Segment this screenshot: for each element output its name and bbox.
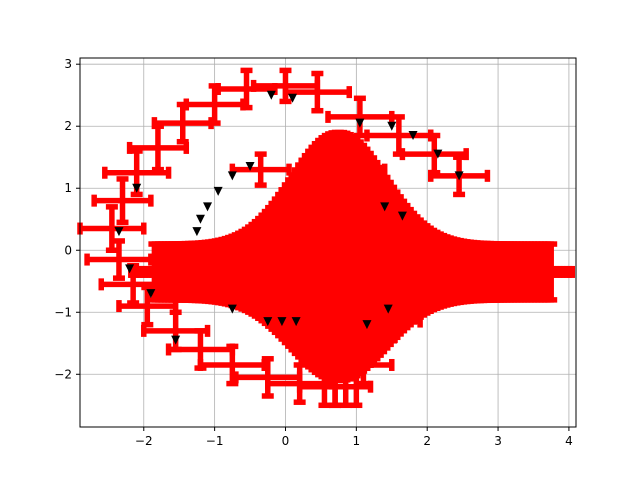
ring-errorbar: [126, 123, 190, 173]
y-tick-label: −1: [54, 305, 72, 319]
ring-errorbar: [91, 176, 154, 226]
x-tick-label: −2: [135, 434, 153, 448]
triangle-marker: [362, 320, 372, 330]
y-tick-label: −2: [54, 367, 72, 381]
triangle-marker: [288, 93, 298, 103]
x-tick-label: −1: [206, 434, 224, 448]
triangle-marker: [387, 121, 397, 131]
peak-errorbar: [328, 148, 384, 409]
triangle-marker: [171, 335, 181, 345]
x-tick-label: 4: [565, 434, 573, 448]
x-tick-label: 2: [423, 434, 431, 448]
triangle-marker: [245, 162, 255, 172]
ring-errorbar: [282, 70, 353, 114]
error-bars: [77, 67, 576, 409]
triangle-marker: [125, 264, 135, 274]
triangle-marker: [433, 149, 443, 159]
triangle-marker: [355, 118, 365, 128]
x-tick-label: 0: [282, 434, 290, 448]
plot-frame: [79, 57, 577, 428]
triangle-marker: [408, 131, 418, 141]
x-tick-label: 1: [353, 434, 361, 448]
ring-errorbar: [116, 284, 179, 328]
x-tick-label: 3: [494, 434, 502, 448]
triangle-marker: [213, 186, 223, 196]
triangle-marker: [132, 183, 142, 193]
y-axis-ticks: −2 −1 0 1 2 3: [54, 57, 80, 381]
triangle-marker: [192, 227, 202, 237]
triangle-marker: [195, 214, 205, 224]
triangle-marker: [203, 202, 213, 212]
triangle-marker: [383, 304, 393, 314]
ring-errorbar: [325, 95, 395, 139]
triangle-marker: [227, 171, 237, 181]
central-errorbar: [527, 241, 576, 303]
y-tick-label: 1: [64, 181, 72, 195]
triangle-marker: [291, 317, 301, 327]
data-markers: [114, 90, 464, 345]
triangle-marker: [114, 227, 124, 237]
triangle-marker: [266, 90, 276, 100]
triangle-marker: [397, 211, 407, 221]
triangle-marker: [146, 289, 156, 299]
triangle-marker: [380, 202, 390, 212]
y-tick-label: 2: [64, 119, 72, 133]
ring-errorbar: [84, 238, 154, 281]
triangle-marker: [227, 304, 237, 314]
x-axis-ticks: −2 −1 0 1 2 3 4: [135, 427, 573, 448]
triangle-marker: [454, 171, 464, 181]
triangle-marker: [277, 317, 287, 327]
y-tick-label: 0: [64, 243, 72, 257]
y-tick-label: 3: [64, 57, 72, 71]
triangle-marker: [263, 317, 273, 327]
